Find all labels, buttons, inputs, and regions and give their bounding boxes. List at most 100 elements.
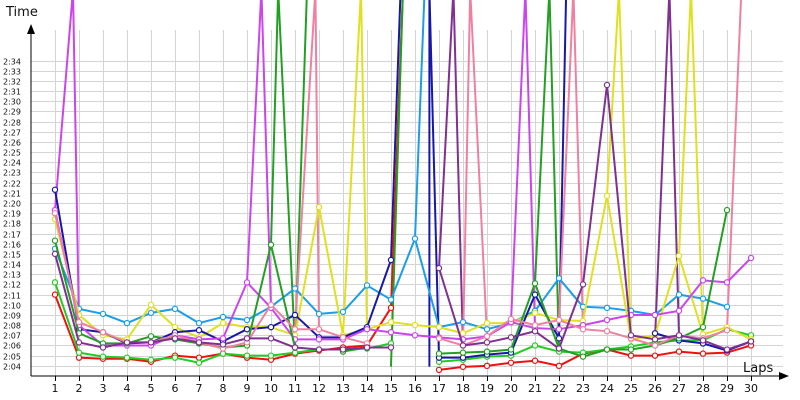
data-point (195, 319, 203, 327)
series-spike-line (428, 0, 440, 367)
data-point (123, 319, 131, 327)
data-point (99, 353, 107, 360)
y-tick-label: 2:23 (3, 169, 21, 178)
data-point (411, 321, 419, 329)
y-tick-label: 2:07 (3, 332, 21, 341)
y-tick-label: 2:04 (3, 363, 21, 372)
data-point (411, 332, 419, 339)
y-tick-labels: 2:042:05 2:062:072:082:092:102:11 2:122:13… (3, 58, 21, 372)
x-tick-labels: 1 2 3 4 5 6 7 8 9 10 11 12 13 14 15 16 17 18 19 20 21 22 23 24 2… (52, 382, 759, 395)
data-point (603, 304, 611, 312)
series-spike-line (678, 0, 704, 336)
data-point (435, 335, 443, 342)
series-spike-line (54, 0, 80, 327)
y-tick-label: 2:30 (3, 98, 21, 107)
x-tick-label: 6 (172, 382, 179, 395)
data-point (51, 186, 59, 193)
y-tick-label: 2:14 (3, 261, 21, 270)
y-tick-label: 2:17 (3, 231, 21, 240)
data-point (675, 332, 683, 339)
series-group (51, 206, 755, 349)
x-tick-label: 10 (264, 382, 278, 395)
grid (31, 30, 783, 381)
data-point (459, 318, 467, 326)
data-point (315, 325, 323, 333)
x-tick-label: 5 (148, 382, 155, 395)
data-point (75, 339, 83, 346)
data-point (555, 345, 563, 352)
x-tick-label: 9 (244, 382, 251, 395)
data-point (51, 279, 59, 286)
data-point (531, 291, 539, 298)
data-point (651, 342, 659, 349)
series-spike-line (654, 0, 680, 341)
data-point (675, 307, 683, 315)
data-point (531, 280, 539, 287)
data-point (195, 339, 203, 346)
data-point (243, 279, 251, 286)
y-tick-label: 2:31 (3, 88, 21, 97)
data-point (483, 348, 491, 355)
y-tick-label: 2:10 (3, 302, 21, 311)
data-point (483, 333, 491, 340)
data-point (603, 346, 611, 353)
data-point (267, 335, 275, 342)
data-point (459, 349, 467, 356)
data-point (483, 339, 491, 346)
data-point (51, 209, 59, 217)
data-point (579, 281, 587, 288)
data-point (723, 327, 731, 334)
x-tick-label: 30 (744, 382, 758, 395)
data-point (267, 352, 275, 359)
x-tick-label: 4 (124, 382, 131, 395)
series-group (51, 81, 755, 353)
data-point (531, 321, 539, 329)
x-tick-label: 24 (600, 382, 614, 395)
data-point (171, 323, 179, 331)
data-point (723, 206, 731, 214)
data-point (51, 291, 59, 298)
series-spike-line (558, 0, 584, 331)
y-tick-label: 2:20 (3, 200, 21, 209)
data-point (363, 344, 371, 351)
series-spike-line (294, 0, 320, 331)
data-point (387, 344, 395, 351)
data-point (531, 309, 539, 317)
data-point (147, 356, 155, 363)
series-spike-line (534, 0, 560, 350)
axes (27, 24, 789, 380)
data-point (579, 353, 587, 360)
data-point (195, 354, 203, 361)
x-tick-label: 29 (720, 382, 734, 395)
data-point (99, 329, 107, 336)
data-point (531, 328, 539, 335)
x-tick-label: 16 (408, 382, 422, 395)
data-point (267, 301, 275, 308)
y-tick-label: 2:09 (3, 312, 21, 321)
data-point (459, 330, 467, 337)
data-point (363, 325, 371, 333)
x-tick-label: 27 (672, 382, 686, 395)
data-point (699, 295, 707, 302)
y-tick-label: 2:33 (3, 68, 21, 77)
data-point (651, 352, 659, 359)
data-point (291, 311, 299, 319)
data-point (219, 319, 227, 327)
data-point (387, 296, 395, 303)
series-line (54, 83, 752, 351)
data-point (555, 316, 563, 324)
data-point (723, 279, 731, 286)
series-spike-line (246, 0, 272, 309)
data-point (603, 328, 611, 335)
data-point (99, 344, 107, 351)
data-point (555, 335, 563, 342)
data-point (243, 335, 251, 342)
data-point (123, 354, 131, 361)
data-point (387, 304, 395, 312)
data-point (723, 303, 731, 310)
data-point (147, 309, 155, 317)
data-point (555, 362, 563, 370)
data-point (507, 346, 515, 353)
data-point (267, 241, 275, 248)
